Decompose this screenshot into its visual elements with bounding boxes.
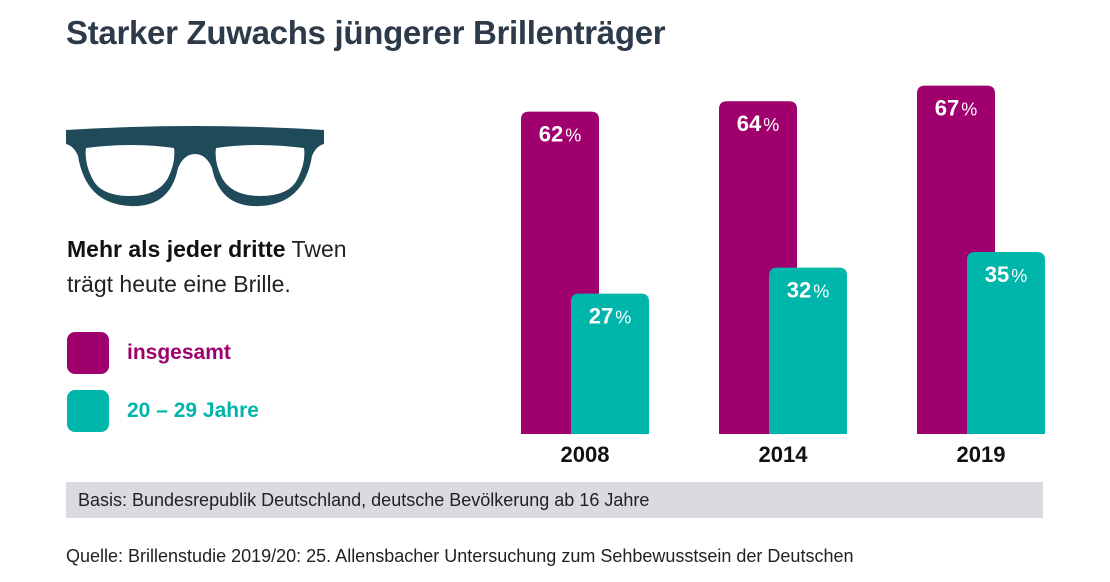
basis-note: Basis: Bundesrepublik Deutschland, deuts… (66, 482, 1043, 518)
data-label-insgesamt-2019: 67% (935, 96, 978, 121)
data-label-insgesamt-2014: 64% (737, 111, 780, 136)
bar-twen-2008 (571, 293, 649, 434)
legend-insgesamt: insgesamt (67, 332, 231, 374)
legend-label-insgesamt: insgesamt (127, 341, 231, 364)
chart-title: Starker Zuwachs jüngerer Brillenträger (66, 14, 666, 51)
legend-swatch-insgesamt (67, 332, 109, 374)
lead-rest-2: trägt heute eine Brille. (67, 271, 291, 297)
bar-twen-2019 (967, 252, 1045, 434)
data-label-insgesamt-2008: 62% (539, 122, 582, 147)
glasses-icon (66, 126, 324, 207)
lead-text: Mehr als jeder dritte Twen trägt heute e… (67, 232, 467, 302)
bar-twen-2014 (769, 267, 847, 434)
lead-rest-1: Twen (285, 236, 347, 262)
source-note: Quelle: Brillenstudie 2019/20: 25. Allen… (66, 546, 854, 566)
data-label-twen-2008: 27% (589, 304, 632, 329)
x-tick-label-2008: 2008 (561, 442, 610, 467)
data-label-twen-2014: 32% (787, 278, 830, 303)
legend-swatch-twen (67, 390, 109, 432)
lead-bold: Mehr als jeder dritte (67, 236, 286, 262)
x-tick-label-2014: 2014 (759, 442, 809, 467)
legend-twen: 20 – 29 Jahre (67, 390, 259, 432)
x-tick-label-2019: 2019 (957, 442, 1006, 467)
data-label-twen-2019: 35% (985, 262, 1028, 287)
legend-label-twen: 20 – 29 Jahre (127, 399, 259, 422)
bar-chart: 62 % 27 % 2008 64 % 32 % 2014 67 % 35 % 2019 (521, 85, 1045, 467)
